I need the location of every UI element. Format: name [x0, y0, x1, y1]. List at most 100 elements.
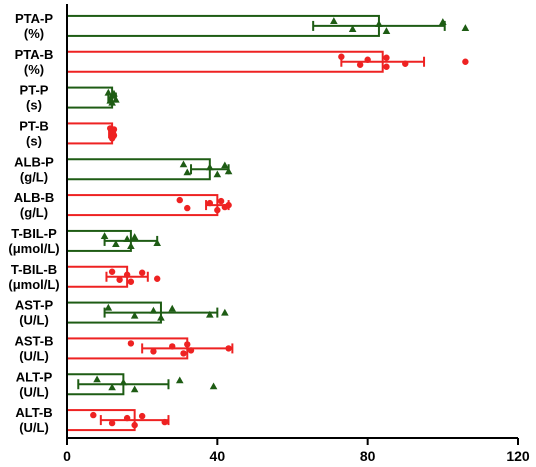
category-label-line: AST-B: [15, 333, 54, 348]
category-label: T-BIL-B (μmol/L): [8, 262, 59, 292]
data-point: [130, 311, 139, 319]
data-point: [217, 197, 225, 205]
category-label-line: PT-P: [20, 83, 49, 98]
data-point: [100, 232, 109, 239]
category-label-line: ALB-B: [14, 190, 54, 205]
data-point: [138, 269, 146, 276]
data-point: [123, 271, 131, 278]
bar: [66, 158, 211, 181]
data-point: [169, 343, 176, 350]
x-tick-label: 40: [210, 448, 226, 464]
data-point: [90, 411, 97, 419]
data-point: [168, 304, 177, 312]
data-point: [123, 414, 131, 422]
data-point: [108, 419, 116, 427]
category-label-line: ALT-B: [15, 405, 52, 420]
category-label-line: (U/L): [19, 420, 49, 435]
category-label: ALB-B (g/L): [14, 190, 54, 220]
data-point: [184, 341, 191, 348]
data-point: [225, 345, 232, 352]
data-point: [180, 350, 187, 357]
x-tick-label: 0: [63, 448, 71, 464]
data-point: [154, 275, 161, 282]
bar: [66, 194, 219, 217]
data-point: [130, 385, 139, 393]
data-point: [206, 163, 214, 171]
data-point: [225, 201, 232, 209]
x-tick-label: 80: [360, 448, 376, 464]
data-point: [330, 17, 338, 24]
data-point: [110, 89, 118, 97]
data-point: [108, 268, 116, 275]
category-label-line: (s): [26, 133, 42, 148]
data-point: [183, 168, 192, 176]
bar: [66, 86, 114, 109]
category-label-line: PT-B: [19, 118, 49, 133]
data-point: [112, 95, 120, 103]
data-point: [127, 278, 135, 285]
data-point: [131, 421, 138, 429]
category-label-line: (μmol/L): [8, 241, 59, 256]
category-label: ALT-P (U/L): [16, 369, 53, 399]
data-point: [179, 160, 188, 168]
data-point: [110, 126, 118, 133]
data-point: [157, 313, 165, 321]
data-point: [375, 20, 383, 27]
data-point: [221, 161, 229, 169]
data-point: [356, 61, 364, 68]
data-point: [402, 60, 409, 67]
data-point: [127, 242, 135, 249]
category-label: ALB-P (g/L): [14, 154, 54, 184]
category-label: PT-P (s): [20, 83, 49, 113]
data-point: [364, 56, 371, 63]
category-label: AST-P (U/L): [15, 298, 54, 328]
data-point: [112, 240, 120, 247]
data-point: [383, 63, 390, 70]
category-label-line: PTA-P: [15, 11, 53, 26]
data-point: [108, 383, 116, 391]
category-label-line: (%): [24, 26, 44, 41]
category-label-line: ALT-P: [16, 369, 53, 384]
data-point: [175, 376, 184, 384]
data-point: [439, 18, 447, 25]
category-label-line: T-BIL-P: [11, 226, 57, 241]
data-point: [130, 233, 139, 240]
data-point: [161, 418, 168, 426]
data-point: [116, 276, 123, 283]
data-point: [462, 58, 469, 65]
category-label: PTA-P (%): [15, 11, 53, 41]
data-point: [150, 348, 157, 355]
bar: [66, 50, 384, 73]
data-point: [108, 98, 116, 106]
data-point: [348, 25, 357, 32]
category-label-line: (U/L): [19, 348, 49, 363]
data-point: [153, 239, 161, 246]
category-label: ALT-B (U/L): [15, 405, 52, 435]
data-point: [123, 235, 131, 242]
category-label-line: ALB-P: [14, 154, 54, 169]
x-tick-label: 120: [506, 448, 530, 464]
category-label-line: (U/L): [19, 384, 49, 399]
data-point: [104, 303, 113, 311]
data-point: [149, 306, 158, 314]
data-point: [187, 347, 195, 354]
category-label-line: (U/L): [19, 313, 49, 328]
data-point: [213, 170, 222, 178]
data-point: [209, 382, 218, 390]
category-label-line: T-BIL-B: [11, 262, 57, 277]
data-point: [214, 206, 221, 214]
category-label-line: (μmol/L): [8, 277, 59, 292]
category-label: PT-B (s): [19, 118, 49, 148]
category-label: T-BIL-P (μmol/L): [8, 226, 59, 256]
category-label-line: AST-P: [15, 298, 54, 313]
data-point: [338, 53, 345, 60]
data-point: [138, 412, 146, 420]
data-point: [176, 196, 183, 204]
data-point: [93, 375, 101, 383]
data-point: [383, 54, 390, 61]
category-label: AST-B (U/L): [15, 333, 54, 363]
data-point: [110, 132, 118, 139]
data-point: [224, 167, 233, 175]
